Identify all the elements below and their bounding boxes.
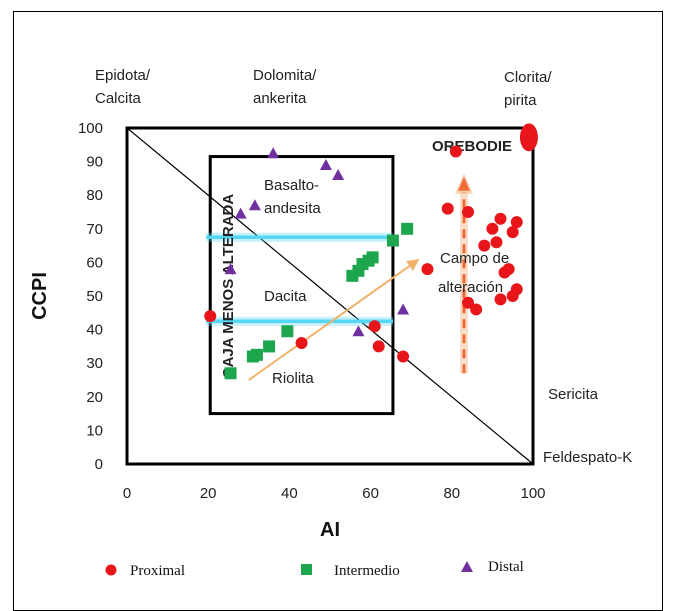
legend-intermedio-label: Intermedio [334,563,400,579]
y-tick-label: 30 [86,355,103,372]
point-distal [319,158,332,170]
x-tick-label: 80 [443,485,460,502]
point-proximal [372,340,385,353]
point-proximal [204,310,217,323]
label-alteracion: alteración [438,279,503,296]
point-proximal [510,283,523,296]
label-caja: CAJA MENOS ALTERADA [220,194,237,379]
point-proximal [494,293,507,306]
point-proximal [462,296,475,309]
y-tick-label: 20 [86,389,103,406]
x-tick-label: 60 [362,485,379,502]
alteration-arrow-head [457,176,470,191]
data-points [204,145,523,380]
label-dolomita: Dolomita/ [253,67,317,84]
legend: Proximal Intermedio Distal [105,559,524,579]
point-proximal [510,216,523,229]
label-basalto: Basalto- [264,177,319,194]
point-proximal [462,206,475,218]
point-intermedio [386,234,399,247]
point-proximal [295,337,308,350]
point-distal [397,303,410,315]
legend-distal-label: Distal [488,559,524,575]
alteration-arrow [454,173,473,374]
point-proximal [449,145,462,158]
label-sericita: Sericita [548,386,599,403]
point-intermedio [263,340,276,353]
label-dacita: Dacita [264,288,307,305]
label-andesita: andesita [264,200,321,217]
label-clorita: Clorita/ [504,69,552,86]
point-distal [248,199,261,211]
legend-proximal-label: Proximal [130,563,185,579]
point-proximal [470,303,483,316]
y-tick-label: 80 [86,187,103,204]
point-proximal [506,226,519,239]
y-axis-ticks: 0 10 20 30 40 50 60 70 80 90 100 [78,120,103,473]
diagonal-line [126,127,534,465]
point-distal [234,207,247,219]
point-intermedio [401,222,414,235]
x-tick-label: 100 [520,485,545,502]
trend-arrow-head [406,259,420,271]
point-proximal [478,239,491,252]
label-calcita: Calcita [95,90,142,107]
label-orebodie: OREBODIE [432,138,512,155]
legend-proximal-marker [105,564,117,576]
point-proximal [490,236,503,249]
top-right-marker [519,123,538,152]
x-tick-label: 20 [200,485,217,502]
label-epidota: Epidota/ [95,67,151,84]
x-tick-label: 40 [281,485,298,502]
point-proximal [441,202,454,215]
label-campo: Campo de [440,250,509,267]
x-tick-label: 0 [123,485,131,502]
y-tick-label: 60 [86,254,103,271]
point-distal [352,325,365,337]
label-pirita: pirita [504,92,537,109]
label-ankerita: ankerita [253,90,307,107]
y-axis-title: CCPI [29,272,51,320]
y-tick-label: 40 [86,322,103,339]
label-feldespato: Feldespato-K [543,449,632,466]
outer-box [125,126,535,466]
y-tick-label: 70 [86,221,103,238]
y-tick-label: 100 [78,120,103,137]
y-tick-label: 0 [95,456,103,473]
point-proximal [502,263,515,276]
point-proximal [397,350,410,363]
y-tick-label: 90 [86,154,103,171]
point-intermedio [224,367,237,380]
point-distal [267,147,280,159]
y-tick-label: 50 [86,288,103,305]
point-intermedio [250,348,263,361]
legend-intermedio-marker [301,564,312,575]
point-proximal [368,320,381,333]
y-tick-label: 10 [86,422,103,439]
inner-box [208,155,395,416]
point-proximal [486,222,499,235]
point-intermedio [281,325,294,338]
reference-lines [206,232,393,326]
label-riolita: Riolita [272,370,314,387]
point-proximal [494,212,507,225]
point-distal [224,263,237,275]
point-intermedio [366,251,379,264]
point-distal [332,169,345,181]
point-proximal [421,263,434,276]
trend-arrow [248,262,414,381]
legend-distal-marker [461,561,473,572]
ccpi-ai-chart: 0 20 40 60 80 100 0 10 20 30 40 50 60 70 80 90 100 AI C… [29,67,632,579]
x-axis-ticks: 0 20 40 60 80 100 [123,485,546,502]
x-axis-title: AI [320,519,340,541]
